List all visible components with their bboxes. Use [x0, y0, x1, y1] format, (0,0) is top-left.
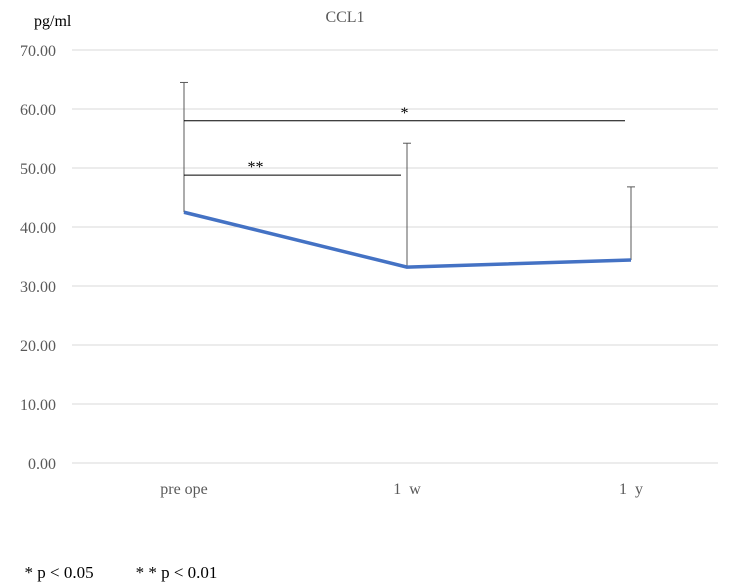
chart-title: CCL1 [325, 9, 364, 26]
footnote-p005: * p < 0.05 [24, 563, 94, 582]
y-tick-label: 70.00 [20, 43, 56, 60]
significance-label: * [401, 105, 409, 122]
x-category-label: pre ope [160, 481, 208, 498]
y-tick-label: 40.00 [20, 220, 56, 237]
y-tick-label: 30.00 [20, 279, 56, 296]
line-chart: pg/ml CCL1 0.00 10.00 20.00 30.00 40.00 50.00… [20, 9, 718, 498]
footnote-p001: * * p < 0.01 [135, 563, 218, 582]
x-category-label: 1 w [393, 481, 421, 498]
y-tick-label: 20.00 [20, 338, 56, 355]
y-tick-label: 0.00 [28, 456, 56, 473]
y-tick-label: 60.00 [20, 102, 56, 119]
y-tick-label: 50.00 [20, 161, 56, 178]
y-tick-label: 10.00 [20, 397, 56, 414]
footnotes: * p < 0.05 * * p < 0.01 [16, 543, 259, 583]
series-line [183, 210, 632, 269]
significance-label: ** [248, 159, 264, 176]
x-category-label: 1 y [619, 481, 643, 498]
y-axis-unit: pg/ml [34, 13, 72, 30]
